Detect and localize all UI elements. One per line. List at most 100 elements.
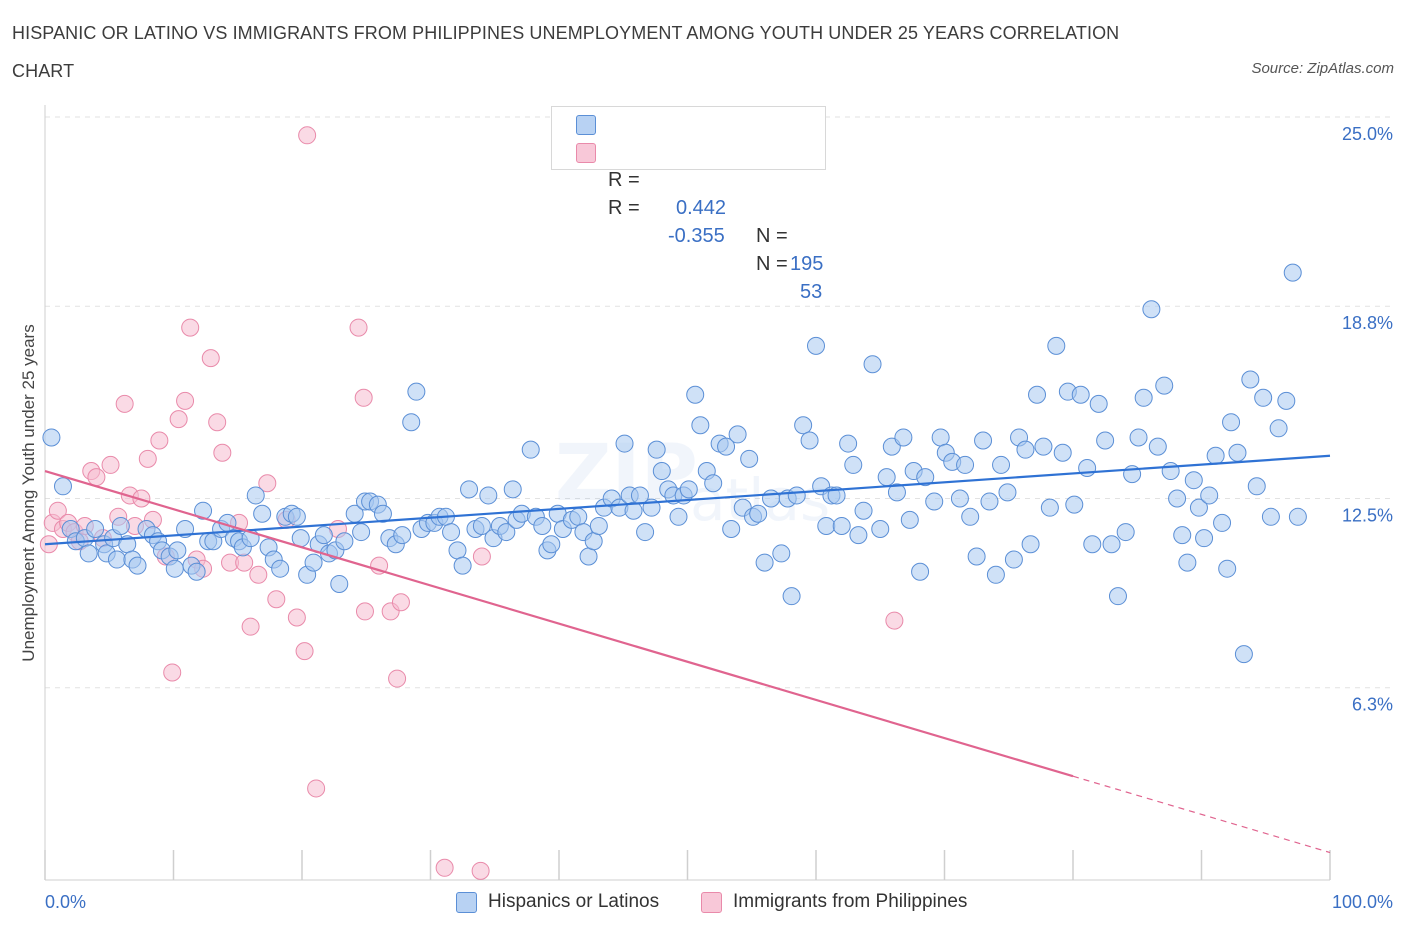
data-point-philippines — [201, 349, 220, 368]
data-point-hispanic — [827, 486, 846, 505]
data-point-philippines — [388, 669, 407, 688]
data-point-hispanic — [1283, 263, 1302, 282]
data-point-hispanic — [373, 504, 392, 523]
data-point-hispanic — [187, 562, 206, 581]
data-point-hispanic — [787, 486, 806, 505]
data-point-hispanic — [998, 483, 1017, 502]
data-point-hispanic — [1213, 513, 1232, 532]
data-point-hispanic — [967, 547, 986, 566]
data-point-hispanic — [772, 544, 791, 563]
data-point-hispanic — [1161, 462, 1180, 481]
data-point-hispanic — [652, 462, 671, 481]
data-point-hispanic — [503, 480, 522, 499]
data-point-hispanic — [569, 507, 588, 526]
data-point-philippines — [48, 501, 67, 520]
data-point-hispanic — [1184, 471, 1203, 490]
data-point-hispanic — [704, 474, 723, 493]
data-point-hispanic — [961, 507, 980, 526]
data-point-hispanic — [717, 437, 736, 456]
data-point-hispanic — [589, 516, 608, 535]
data-point-hispanic — [992, 455, 1011, 474]
data-point-hispanic — [448, 541, 467, 560]
data-point-hispanic — [1189, 498, 1208, 517]
data-point-philippines — [163, 663, 182, 682]
data-point-hispanic — [925, 492, 944, 511]
data-point-hispanic — [42, 428, 61, 447]
y-tick-label: 25.0% — [1342, 124, 1393, 144]
bottom-legend-label-pink: Immigrants from Philippines — [733, 891, 968, 912]
data-point-hispanic — [887, 483, 906, 502]
data-point-hispanic — [832, 516, 851, 535]
data-point-philippines — [287, 608, 306, 627]
legend-n-value: 195 — [790, 253, 824, 275]
data-point-hispanic — [1277, 391, 1296, 410]
data-point-hispanic — [407, 382, 426, 401]
data-point-hispanic — [314, 526, 333, 545]
data-point-hispanic — [722, 520, 741, 539]
data-point-hispanic — [1040, 498, 1059, 517]
data-point-hispanic — [986, 565, 1005, 584]
legend-r-value: -0.355 — [668, 225, 725, 247]
data-point-hispanic — [839, 434, 858, 453]
trend-lines — [44, 454, 1331, 854]
legend-swatch-blue — [576, 115, 596, 135]
data-point-philippines — [176, 391, 195, 410]
data-point-hispanic — [1129, 428, 1148, 447]
data-point-philippines — [349, 318, 368, 337]
data-point-philippines — [101, 455, 120, 474]
legend-r-value: 0.442 — [676, 197, 727, 219]
data-point-hispanic — [900, 510, 919, 529]
data-point-hispanic — [1047, 336, 1066, 355]
data-point-hispanic — [950, 489, 969, 508]
bottom-legend-swatch-pink — [701, 892, 722, 913]
data-point-hispanic — [1142, 300, 1161, 319]
data-point-hispanic — [1173, 526, 1192, 545]
data-point-hispanic — [460, 480, 479, 499]
tick-labels: 6.3% 12.5% 18.8% 25.0% 0.0% 100.0% Unemploymen… — [19, 124, 1393, 912]
data-point-hispanic — [1021, 535, 1040, 554]
bottom-legend-swatch-blue — [456, 892, 477, 913]
data-point-hispanic — [956, 455, 975, 474]
data-point-philippines — [235, 553, 254, 572]
data-point-hispanic — [1206, 446, 1225, 465]
data-point-hispanic — [636, 523, 655, 542]
data-point-hispanic — [168, 541, 187, 560]
data-point-hispanic — [669, 507, 688, 526]
data-point-hispanic — [894, 428, 913, 447]
x-tick-label: 0.0% — [45, 892, 86, 912]
data-point-hispanic — [1102, 535, 1121, 554]
data-point-hispanic — [1218, 559, 1237, 578]
data-point-hispanic — [479, 486, 498, 505]
data-point-hispanic — [1028, 385, 1047, 404]
data-point-hispanic — [749, 504, 768, 523]
legend-n-label: N = — [756, 225, 788, 247]
data-point-philippines — [181, 318, 200, 337]
data-point-hispanic — [877, 468, 896, 487]
data-point-hispanic — [335, 532, 354, 551]
data-point-hispanic — [1254, 388, 1273, 407]
data-point-philippines — [298, 126, 317, 145]
data-point-hispanic — [1228, 443, 1247, 462]
data-point-hispanic — [728, 425, 747, 444]
data-point-hispanic — [352, 523, 371, 542]
y-tick-label: 12.5% — [1342, 506, 1393, 526]
y-axis-label: Unemployment Among Youth under 25 years — [19, 324, 38, 661]
data-point-philippines — [138, 449, 157, 468]
data-point-hispanic — [53, 477, 72, 496]
data-point-hispanic — [1200, 486, 1219, 505]
data-point-philippines — [150, 431, 169, 450]
data-point-hispanic — [647, 440, 666, 459]
data-point-hispanic — [521, 440, 540, 459]
data-point-hispanic — [615, 434, 634, 453]
data-point-hispanic — [1083, 535, 1102, 554]
data-point-hispanic — [686, 385, 705, 404]
data-point-hispanic — [916, 468, 935, 487]
data-point-hispanic — [1034, 437, 1053, 456]
data-point-hispanic — [740, 449, 759, 468]
trend-line-hispanic — [44, 454, 1331, 546]
data-point-hispanic — [1108, 587, 1127, 606]
data-point-philippines — [885, 611, 904, 630]
data-point-philippines — [472, 547, 491, 566]
data-point-philippines — [391, 593, 410, 612]
data-point-hispanic — [1261, 507, 1280, 526]
